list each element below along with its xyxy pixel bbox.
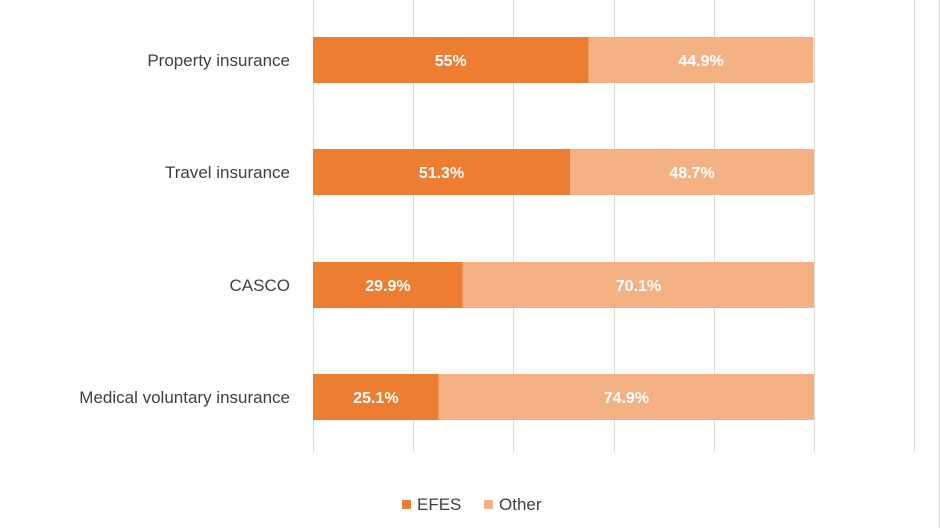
category-labels: Property insurance Travel insurance CASCO M… — [79, 51, 290, 407]
legend-label: EFES — [417, 495, 461, 514]
bar-segment-efes — [313, 374, 439, 420]
category-label: Medical voluntary insurance — [79, 388, 290, 407]
bar-segment-other — [438, 374, 814, 420]
category-label: CASCO — [230, 276, 290, 295]
category-label: Travel insurance — [165, 163, 290, 182]
data-label: 29.9% — [365, 278, 410, 295]
bar-segment-efes — [313, 37, 589, 83]
bar-segment-other — [462, 262, 814, 308]
legend-swatch-efes — [402, 500, 411, 509]
data-label: 44.9% — [678, 53, 723, 70]
data-label: 74.9% — [604, 390, 649, 407]
data-label: 55% — [435, 53, 467, 70]
data-label: 25.1% — [353, 390, 398, 407]
category-label: Property insurance — [147, 51, 290, 70]
bar-segment-efes — [313, 149, 571, 195]
data-label: 70.1% — [616, 278, 661, 295]
data-labels: 55% 44.9% 51.3% 48.7% 29.9% 70.1% 25.1% 74.9% — [353, 53, 724, 407]
bar-segment-efes — [313, 262, 463, 308]
data-label: 51.3% — [419, 165, 464, 182]
legend: EFES Other — [402, 495, 542, 514]
bar-segment-other — [570, 149, 814, 195]
legend-label: Other — [499, 495, 542, 514]
bars — [313, 37, 814, 420]
data-label: 48.7% — [669, 165, 714, 182]
bar-segment-other — [588, 37, 814, 83]
legend-swatch-other — [484, 500, 493, 509]
